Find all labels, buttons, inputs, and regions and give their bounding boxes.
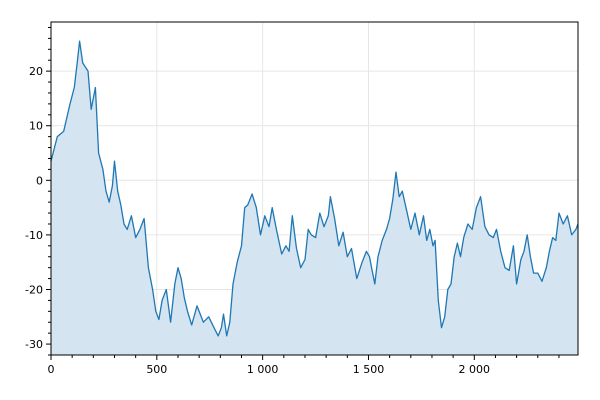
series-area-fill [51, 41, 578, 355]
plot-frame [50, 21, 579, 356]
x-axis: 0 500 1 000 1 500 2 000 [48, 355, 560, 376]
y-tick-label: -20 [25, 283, 43, 296]
y-axis: -30 -20 -10 0 10 20 [25, 26, 51, 356]
x-tick-label: 1 500 [353, 363, 385, 376]
x-tick-label: 500 [146, 363, 167, 376]
y-tick-label: 10 [29, 120, 43, 133]
x-tick-label: 0 [48, 363, 55, 376]
y-tick-label: 20 [29, 65, 43, 78]
x-tick-label: 2 000 [459, 363, 491, 376]
y-tick-label: 0 [36, 174, 43, 187]
series-line [50, 40, 579, 337]
plot-area [50, 40, 579, 355]
y-tick-label: -30 [25, 338, 43, 351]
y-tick-label: -10 [25, 229, 43, 242]
x-tick-label: 1 000 [247, 363, 279, 376]
